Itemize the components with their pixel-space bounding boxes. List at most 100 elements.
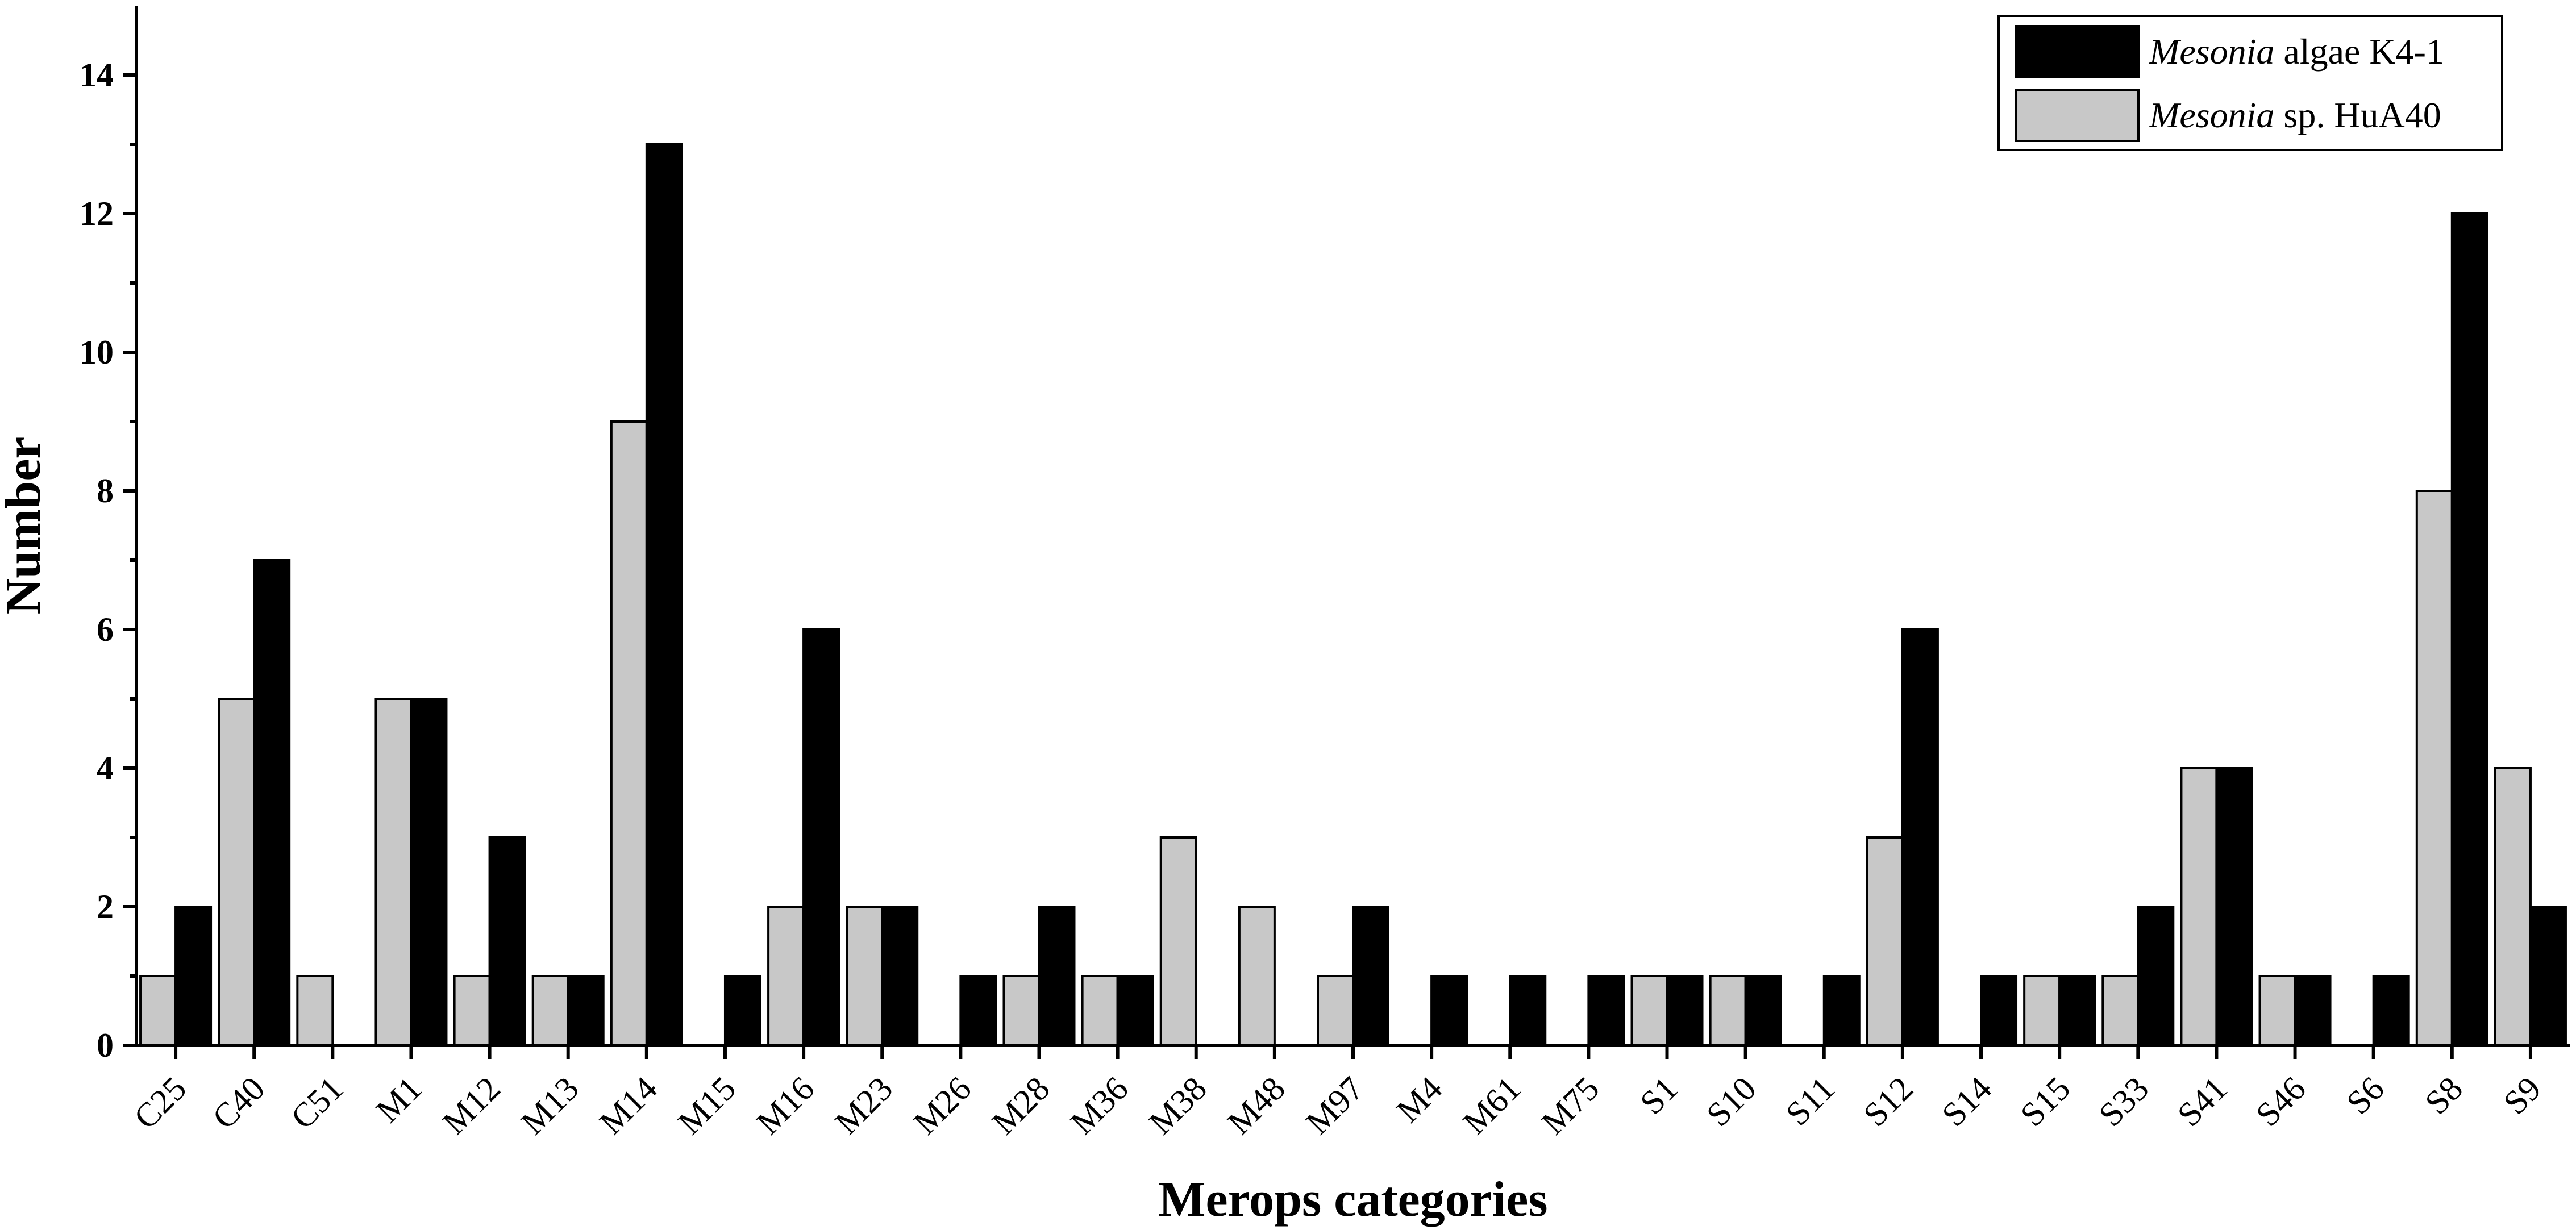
bar-M61-series-2 [1509, 975, 1547, 1046]
y-tick-label: 14 [80, 56, 114, 94]
x-tick-label-M13: M13 [514, 1070, 586, 1142]
x-tick-label-M48: M48 [1220, 1070, 1292, 1142]
bar-M28-series-2 [1038, 906, 1076, 1046]
bar-C25-series-1 [139, 975, 177, 1046]
x-tick-label-S33: S33 [2092, 1070, 2156, 1134]
y-axis-title: Number [0, 437, 51, 615]
bar-M1-series-1 [374, 698, 413, 1046]
bar-M48-series-1 [1238, 906, 1276, 1046]
bar-M97-series-1 [1317, 975, 1354, 1046]
bar-S8-series-2 [2450, 212, 2488, 1046]
x-tick-label-M23: M23 [828, 1070, 900, 1142]
x-tick-label-S8: S8 [2418, 1070, 2470, 1121]
bar-S12-series-1 [1866, 836, 1904, 1046]
x-tick-label-S41: S41 [2170, 1070, 2234, 1134]
bar-C25-series-2 [174, 906, 213, 1046]
x-tick-label-S46: S46 [2249, 1070, 2313, 1134]
bar-C40-series-2 [253, 559, 291, 1046]
bar-C51-series-1 [296, 975, 334, 1046]
legend-label-series-2: Mesonia algae K4-1 [2149, 31, 2444, 72]
x-tick-label-M16: M16 [749, 1070, 821, 1142]
x-tick-label-S12: S12 [1856, 1070, 1920, 1134]
bar-M14-series-2 [645, 143, 683, 1046]
bar-M23-series-2 [881, 906, 919, 1046]
bar-S9-series-1 [2494, 767, 2532, 1046]
x-tick-label-M61: M61 [1456, 1070, 1528, 1142]
bar-S46-series-2 [2294, 975, 2332, 1046]
x-axis-title: Merops categories [1158, 1172, 1547, 1227]
bar-M26-series-2 [959, 975, 997, 1046]
x-tick-label-C51: C51 [284, 1070, 350, 1136]
bar-S9-series-2 [2529, 906, 2567, 1046]
bar-S46-series-1 [2258, 975, 2296, 1046]
x-tick-label-S14: S14 [1935, 1070, 1999, 1134]
bar-S8-series-1 [2415, 490, 2453, 1046]
x-tick-label-S6: S6 [2339, 1070, 2391, 1121]
y-tick-label: 6 [97, 611, 114, 648]
y-tick-label: 4 [97, 749, 114, 787]
x-tick-label-M26: M26 [906, 1070, 979, 1142]
bar-M13-series-2 [567, 975, 605, 1046]
x-tick-label-S15: S15 [2013, 1070, 2078, 1134]
bar-S14-series-2 [1980, 975, 2018, 1046]
bar-M36-series-2 [1116, 975, 1154, 1046]
x-tick-label-C25: C25 [127, 1070, 193, 1136]
bar-S10-series-1 [1709, 975, 1747, 1046]
bar-S11-series-2 [1822, 975, 1861, 1046]
bar-S1-series-2 [1666, 975, 1704, 1046]
bar-M12-series-2 [488, 836, 526, 1046]
bar-M1-series-2 [410, 698, 448, 1046]
bar-S10-series-2 [1744, 975, 1782, 1046]
bar-C40-series-1 [218, 698, 256, 1046]
x-tick-label-M12: M12 [435, 1070, 507, 1142]
bar-S15-series-1 [2023, 975, 2061, 1046]
x-tick-label-M28: M28 [985, 1070, 1057, 1142]
legend-label-series-1: Mesonia sp. HuA40 [2149, 95, 2441, 135]
bar-M16-series-2 [802, 628, 840, 1046]
bar-M16-series-1 [767, 906, 805, 1046]
axes-layer [123, 6, 2570, 1059]
bar-M12-series-1 [453, 975, 491, 1046]
x-tick-label-M75: M75 [1534, 1070, 1607, 1142]
bars-layer [139, 143, 2567, 1046]
bar-M38-series-1 [1159, 836, 1197, 1046]
bar-M15-series-2 [723, 975, 761, 1046]
x-tick-label-M14: M14 [592, 1070, 664, 1142]
y-tick-label: 2 [97, 888, 114, 925]
bar-S33-series-1 [2101, 975, 2140, 1046]
y-tick-label: 10 [80, 333, 114, 371]
x-tick-label-M36: M36 [1063, 1070, 1135, 1142]
x-tick-label-S10: S10 [1699, 1070, 1763, 1134]
x-tick-label-S9: S9 [2496, 1070, 2548, 1121]
y-tick-label: 12 [80, 195, 114, 232]
legend: Mesonia algae K4-1 Mesonia sp. HuA40 [1997, 15, 2503, 151]
x-tick-label-S1: S1 [1633, 1070, 1684, 1121]
y-tick-label: 8 [97, 472, 114, 510]
x-tick-label-M38: M38 [1142, 1070, 1214, 1142]
x-tick-label-M4: M4 [1389, 1070, 1450, 1130]
bar-M14-series-1 [610, 420, 648, 1046]
bar-S33-series-2 [2137, 906, 2175, 1046]
x-tick-label-C40: C40 [205, 1070, 272, 1136]
x-tick-label-S11: S11 [1779, 1070, 1842, 1133]
bar-M4-series-2 [1430, 975, 1468, 1046]
legend-swatch-series-2 [2015, 25, 2140, 78]
bar-S1-series-1 [1630, 975, 1668, 1046]
legend-swatch-series-1 [2015, 89, 2140, 142]
bar-S41-series-2 [2215, 767, 2253, 1046]
bar-M23-series-1 [846, 906, 884, 1046]
y-tick-label: 0 [97, 1027, 114, 1064]
x-tick-label-M15: M15 [671, 1070, 743, 1142]
bar-M13-series-1 [531, 975, 569, 1046]
bar-M36-series-1 [1081, 975, 1119, 1046]
x-tick-label-M1: M1 [369, 1070, 429, 1130]
bar-S41-series-1 [2180, 767, 2218, 1046]
bar-M75-series-2 [1587, 975, 1625, 1046]
bar-S12-series-2 [1901, 628, 1939, 1046]
y-tick-labels: 0 2 4 6 8 10 12 14 [80, 56, 114, 1064]
bar-M28-series-1 [1002, 975, 1041, 1046]
x-tick-label-M97: M97 [1299, 1070, 1371, 1142]
bar-M97-series-2 [1352, 906, 1389, 1046]
bar-S6-series-2 [2372, 975, 2410, 1046]
